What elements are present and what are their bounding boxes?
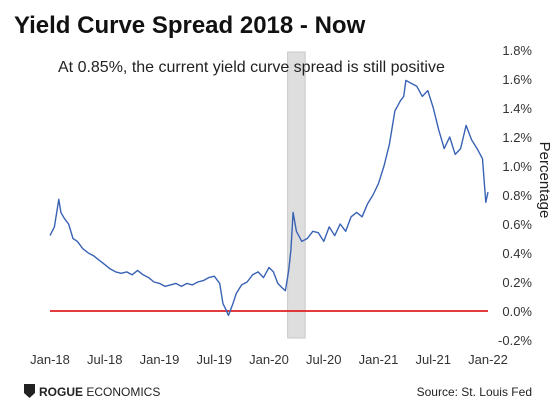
y-tick-label: 0.6% — [502, 217, 532, 232]
plot-area — [49, 51, 489, 339]
x-tick-label: Jan-21 — [359, 352, 399, 367]
y-tick-label: 0.8% — [502, 188, 532, 203]
x-tick-label: Jul-18 — [87, 352, 122, 367]
x-tick-label: Jan-18 — [30, 352, 70, 367]
rogue-shield-icon — [24, 384, 35, 398]
shaded-region — [287, 51, 306, 339]
x-tick-label: Jan-20 — [249, 352, 289, 367]
y-tick-label: -0.2% — [498, 333, 532, 348]
brand-name-bold: ROGUE — [39, 385, 83, 399]
series-line — [49, 79, 489, 317]
y-tick-label: 0.2% — [502, 275, 532, 290]
y-tick-label: 0.0% — [502, 304, 532, 319]
x-tick-label: Jul-21 — [416, 352, 451, 367]
x-tick-label: Jan-19 — [140, 352, 180, 367]
chart-title: Yield Curve Spread 2018 - Now — [14, 12, 366, 39]
y-tick-label: 1.4% — [502, 101, 532, 116]
y-tick-label: 1.6% — [502, 72, 532, 87]
svg-text:ROGUE ECONOMICS: ROGUE ECONOMICS — [39, 385, 160, 399]
y-axis-label: Percentage — [536, 142, 553, 219]
y-axis-ticks: -0.2% 0.0% 0.2% 0.4% 0.6% 0.8% 1.0% 1.2% 1.4% 1.6… — [498, 43, 532, 348]
chart-annotation: At 0.85%, the current yield curve spread… — [58, 59, 445, 76]
x-axis-ticks: Jan-18 Jul-18 Jan-19 Jul-19 Jan-20 Jul-20 Jan-… — [30, 352, 508, 367]
x-tick-label: Jul-20 — [306, 352, 341, 367]
brand-logo: ROGUE ECONOMICS — [24, 384, 160, 399]
y-tick-label: 1.8% — [502, 43, 532, 58]
source-note: Source: St. Louis Fed — [417, 385, 532, 399]
y-tick-label: 1.2% — [502, 130, 532, 145]
x-tick-label: Jul-19 — [197, 352, 232, 367]
x-tick-label: Jan-22 — [468, 352, 508, 367]
brand-name-rest: ECONOMICS — [83, 385, 160, 399]
y-tick-label: 1.0% — [502, 159, 532, 174]
y-tick-label: 0.4% — [502, 246, 532, 261]
